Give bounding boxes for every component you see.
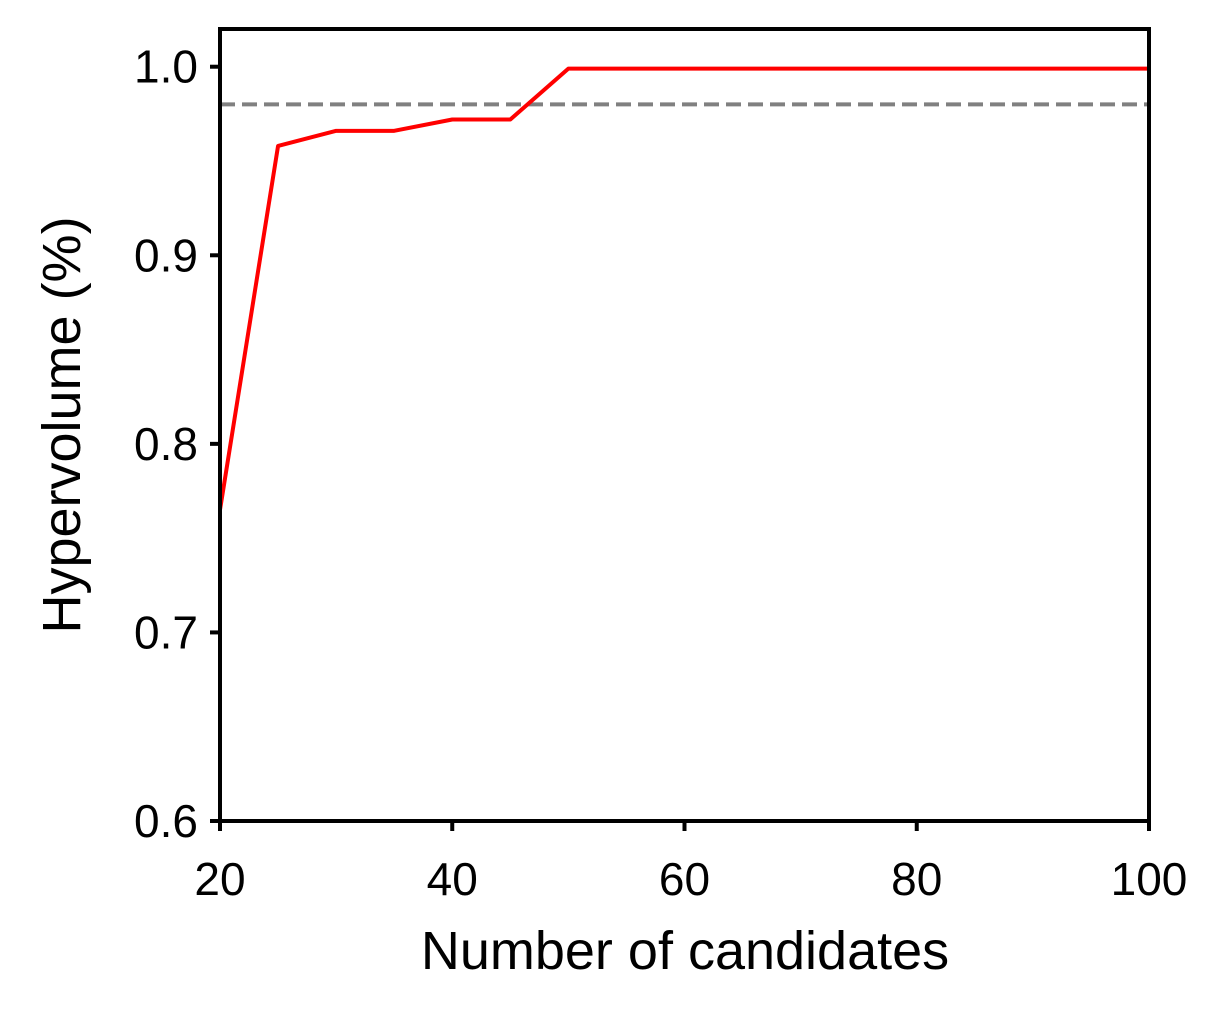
x-tick-label: 100 <box>1111 853 1188 905</box>
series-lines <box>218 66 1149 511</box>
x-tick-label: 80 <box>891 853 942 905</box>
x-axis-title: Number of candidates <box>421 921 949 981</box>
y-tick-label: 0.9 <box>134 229 198 281</box>
y-tick-label: 1.0 <box>134 41 198 93</box>
y-axis-title: Hypervolume (%) <box>32 216 92 633</box>
plot-frame <box>218 27 1151 823</box>
y-tick-label: 0.8 <box>134 418 198 470</box>
x-tick-label: 60 <box>659 853 710 905</box>
x-tick-label: 40 <box>427 853 478 905</box>
y-tick-label: 0.7 <box>134 606 198 658</box>
series-line-0 <box>218 66 1149 511</box>
y-tick-label: 0.6 <box>134 795 198 847</box>
y-axis-ticks: 0.6 0.7 0.8 0.9 1.0 <box>134 41 220 847</box>
x-tick-label: 20 <box>194 853 245 905</box>
x-axis-ticks: 20 40 60 80 100 <box>194 821 1187 905</box>
